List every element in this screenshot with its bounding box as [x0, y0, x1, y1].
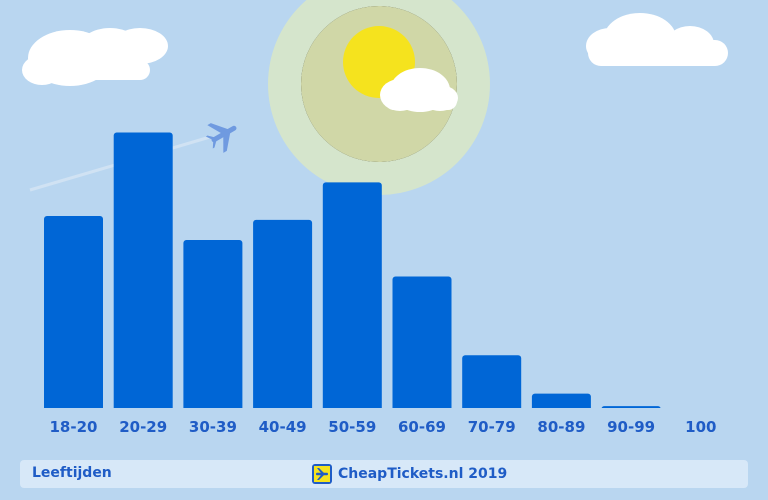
x-tick-label: 50-59 [328, 418, 376, 436]
airplane-icon [205, 123, 237, 153]
x-tick-label: 40-49 [259, 418, 307, 436]
x-tick-label: 100 [685, 418, 716, 436]
x-tick-label: 60-69 [398, 418, 446, 436]
cloud-icon-right [586, 13, 728, 66]
baseline-mask [0, 408, 768, 412]
bar-20-29 [113, 132, 173, 412]
brand-block: CheapTickets.nl 2019 [312, 463, 507, 485]
bar-18-20 [44, 216, 103, 411]
cloud-icon-left [22, 28, 168, 86]
brand-text: CheapTickets.nl 2019 [338, 466, 508, 482]
bar-80-89 [531, 393, 591, 411]
bar-70-79 [462, 355, 522, 411]
x-tick-labels: 18-20 20-29 30-39 40-49 50-59 60-69 70-79 80-89… [50, 418, 717, 436]
footer-bar: Leeftijden CheapTickets.nl 2019 [20, 460, 748, 488]
bar-60-69 [392, 276, 452, 411]
x-tick-label: 90-99 [607, 418, 655, 436]
x-tick-label: 80-89 [537, 418, 585, 436]
x-tick-label: 20-29 [119, 418, 167, 436]
cloud-icon-sun [380, 68, 458, 112]
cheaptickets-logo-icon [312, 464, 332, 484]
bar-50-59 [322, 182, 382, 411]
x-tick-label: 30-39 [189, 418, 237, 436]
bar-30-39 [183, 240, 243, 411]
x-tick-label: 18-20 [50, 418, 98, 436]
footer-label: Leeftijden [32, 465, 112, 481]
x-tick-label: 70-79 [468, 418, 516, 436]
bar-series [0, 132, 768, 412]
bar-40-49 [253, 219, 313, 411]
